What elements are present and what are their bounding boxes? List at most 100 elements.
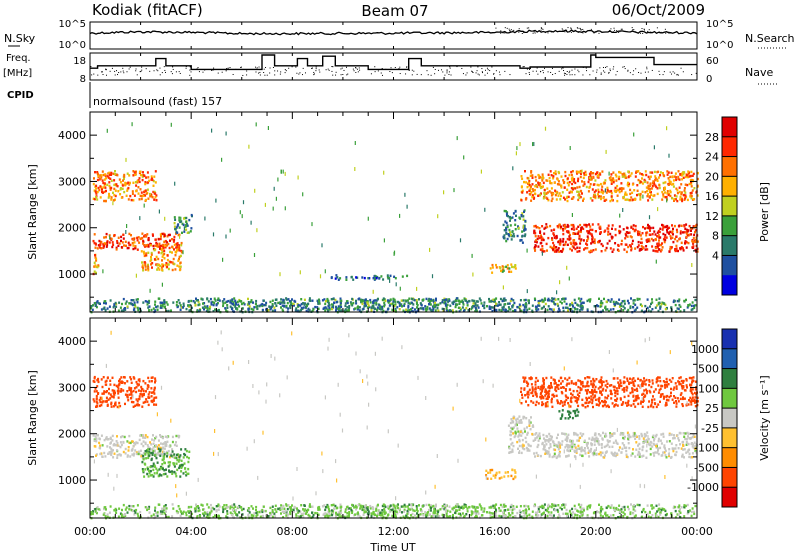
data-cell [523,387,526,390]
data-cell [147,452,150,455]
data-cell [566,223,569,227]
data-cell [159,452,162,456]
nave-point [491,66,493,68]
data-cell [445,305,448,308]
data-cell [657,391,660,394]
data-cell [671,175,674,178]
data-cell [511,235,514,238]
data-cell [121,241,124,244]
cpid-label: CPID [7,90,34,101]
data-cell [623,387,626,390]
data-cell [675,400,677,403]
data-cell [610,298,613,301]
data-cell [589,228,592,231]
data-cell [144,400,147,404]
data-cell [114,189,117,192]
data-cell [407,304,410,307]
data-cell [160,266,163,269]
data-cell [189,230,192,233]
data-cell [93,265,96,268]
data-cell [695,250,698,253]
data-cell [348,306,351,309]
data-cell [533,230,536,233]
data-cell [503,237,506,240]
data-cell [666,306,668,310]
data-cell [575,232,578,235]
data-cell [345,278,348,281]
data-cell [131,192,134,195]
data-cell [569,241,572,244]
data-cell [330,276,333,279]
data-cell [118,379,120,383]
data-cell [539,299,542,303]
data-cell [141,468,144,471]
data-cell [590,383,593,386]
data-cell [485,469,488,472]
nsearch-point [579,27,581,29]
data-cell [495,263,497,267]
data-cell [460,300,462,303]
data-cell [621,388,624,391]
data-cell [674,172,677,175]
data-cell [581,192,583,195]
data-cell [140,197,143,201]
data-cell [93,189,96,192]
data-cell [594,390,597,393]
data-cell [110,405,113,408]
data-cell [656,231,659,234]
data-cell [123,435,126,439]
data-cell [680,198,683,201]
data-cell [685,232,688,235]
data-cell [132,174,135,177]
data-cell [107,398,110,401]
data-cell [153,439,156,442]
data-cell [579,379,582,383]
data-cell [338,310,341,313]
data-cell [516,427,519,430]
data-cell [178,466,181,470]
data-cell [367,216,369,221]
data-cell [547,199,550,202]
data-cell [152,468,155,472]
data-cell [180,448,183,451]
data-cell [155,396,158,399]
nave-point [623,66,625,68]
data-cell [679,232,682,235]
data-cell [198,303,201,306]
data-cell [570,392,572,395]
data-cell [188,450,191,453]
data-cell [553,247,556,250]
data-cell [625,389,628,392]
data-cell [679,393,682,397]
data-cell [648,238,651,241]
data-cell [111,241,114,244]
data-cell [572,186,575,190]
data-cell [146,300,149,304]
data-cell [562,229,565,232]
data-cell [225,131,227,136]
data-cell [102,392,105,395]
data-cell [693,435,696,438]
data-cell [229,228,231,233]
data-cell [542,377,545,380]
data-cell [508,307,511,311]
data-cell [523,388,526,391]
data-cell [593,390,595,393]
data-cell [144,436,147,439]
data-cell [419,302,422,305]
data-cell [553,228,555,232]
data-cell [522,303,525,307]
data-cell [160,474,163,477]
data-cell [138,380,141,383]
nave-point [325,69,327,71]
data-cell [544,226,547,229]
data-cell [234,305,237,308]
data-cell [227,299,230,303]
data-cell [108,241,111,244]
nave-point [498,71,500,73]
data-cell [108,192,110,196]
data-cell [597,223,600,226]
data-cell [161,282,163,287]
data-cell [689,389,692,392]
nave-point [574,68,576,70]
